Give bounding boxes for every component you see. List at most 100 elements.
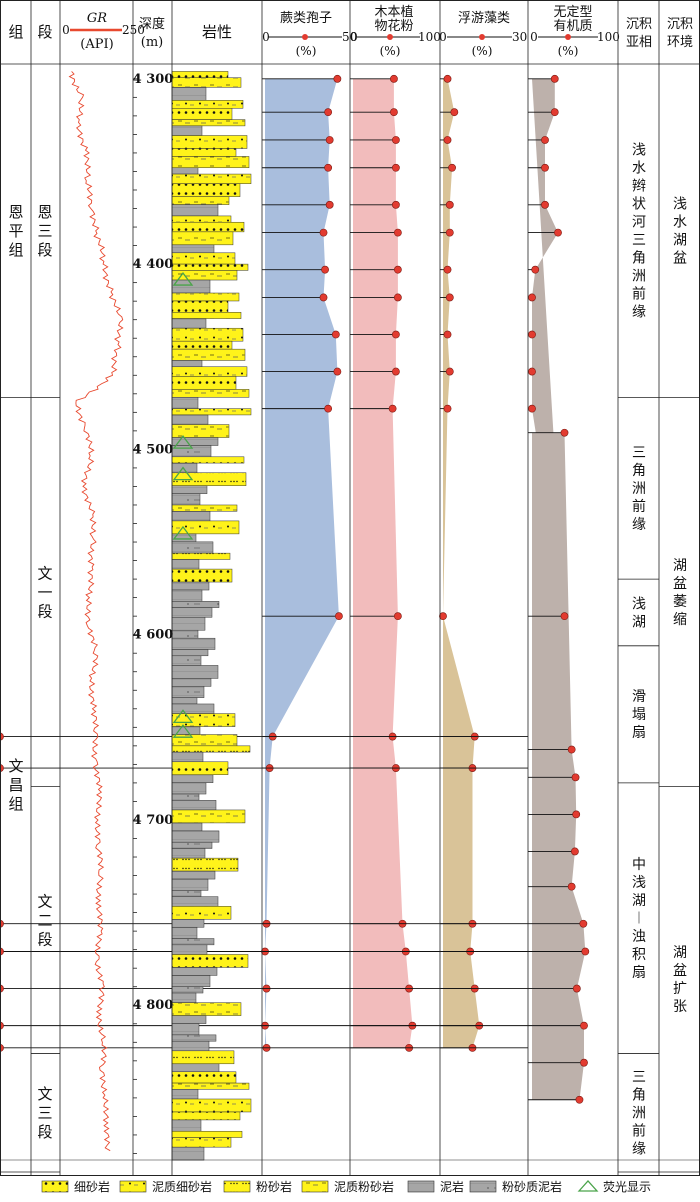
header-env-2: 环境 [667,35,693,50]
lithology-bed [171,1002,242,1016]
lithology-column [171,71,252,1161]
subfacies-label-char: 角 [632,463,646,479]
lithology-bed [171,414,209,425]
lithology-bed [171,318,207,329]
lithology-bed [171,493,201,506]
fern-min-label: 0 [262,30,270,44]
lithology-bed [171,71,229,78]
lithology-bed [171,244,215,254]
lithology-bed [171,397,199,409]
environment-label-char: 盆 [673,251,687,267]
area-amorph-4 [532,432,586,1100]
sample-marker-plank [448,163,456,172]
sample-marker-amorph [580,1058,588,1067]
lithology-bed [171,1063,220,1073]
environment-label-char: 盆 [673,963,687,979]
member-label: 恩三段 [37,203,52,259]
depth-label: 4 300 [133,72,174,87]
subfacies-label-char: 洲 [632,269,646,285]
environment-label-char: 水 [673,215,687,231]
member-label: 文二段 [37,892,52,948]
lithology-bed [171,456,245,464]
woody-max-label: 100 [418,30,441,44]
amorph-unit-label: (%) [558,44,579,58]
sample-marker-fern [324,163,333,172]
environment-label-char: 萎 [673,594,687,610]
lithology-bed [171,504,238,512]
lithology-bed [171,607,213,618]
legend-swatch-siltstone [223,1180,251,1193]
lithology-bed [171,300,229,313]
lithology-bed [171,830,220,843]
lithology-bed [171,1023,200,1036]
lithology-bed [171,108,233,120]
sample-marker-plank [443,404,452,413]
fluorescence-marker [172,709,194,723]
lithology-bed [171,279,211,294]
sample-marker-fern [331,330,340,339]
lithology-bed [171,992,197,1003]
lithology-bed [171,751,204,763]
plank-scale-marker [479,34,485,40]
subfacies-label-char: 积 [632,947,646,963]
subfacies-label-char: 前 [632,498,646,515]
sample-marker-fern [319,228,328,237]
lithology-bed [171,589,203,602]
lithology-bed [171,327,244,342]
sample-marker-fern [333,74,342,83]
subfacies-label-char: 滑 [632,688,646,705]
subfacies-label-char: 三 [632,233,646,249]
sample-marker-woody [390,74,398,83]
member-label: 文三段 [37,1085,52,1141]
lithology-bed [171,919,205,928]
subfacies-label-char: 角 [632,251,646,267]
lithology-bed [171,954,249,968]
formation-label-char: 恩 [8,203,23,221]
legend-swatch-fine_sandstone [41,1180,69,1193]
plank-min-label: 0 [439,30,447,44]
sample-marker-plank [445,228,454,237]
sample-marker-woody [393,293,402,302]
amorph-max-label: 100 [597,30,620,44]
lithology-bed [171,1098,252,1113]
fluorescence-marker [172,271,194,286]
sample-marker-fern [335,612,343,621]
lithology-bed [171,1040,210,1052]
header-amorph-title-2: 有机质 [553,19,592,34]
lithology-bed [171,183,241,197]
subfacies-label-char: 缘 [632,1142,646,1158]
subfacies-label-char: 前 [632,286,646,303]
area-amorph-3 [532,78,565,617]
environment-label-char: 扩 [673,981,687,997]
formation-label-char: 文 [8,757,23,775]
lithology-bed [171,665,219,679]
woody-scale-marker [387,34,393,40]
lithology-bed [171,629,199,639]
sample-marker-amorph [560,612,569,621]
lithology-bed [171,376,237,390]
lithology-bed [171,938,215,946]
sample-marker-fern [321,265,329,274]
depth-label: 4 400 [133,257,174,272]
subfacies-label-char: 洲 [632,481,646,497]
lithology-bed [171,156,250,169]
lithology-bed [171,944,208,955]
lithology-bed [171,252,236,265]
lithology-bed [171,348,246,361]
fluorescence-marker [172,525,194,540]
sample-marker-amorph [579,919,588,928]
sample-marker-amorph [571,773,580,782]
lithology-bed [171,125,203,136]
lithology-bed [171,167,199,175]
woody-unit-label: (%) [380,44,401,58]
lithology-bed [171,292,240,302]
lithology-bed [171,204,219,217]
subfacies-label-char: 三 [632,1070,646,1086]
lithology-bed [171,1082,250,1090]
fluorescence-marker [172,435,194,449]
